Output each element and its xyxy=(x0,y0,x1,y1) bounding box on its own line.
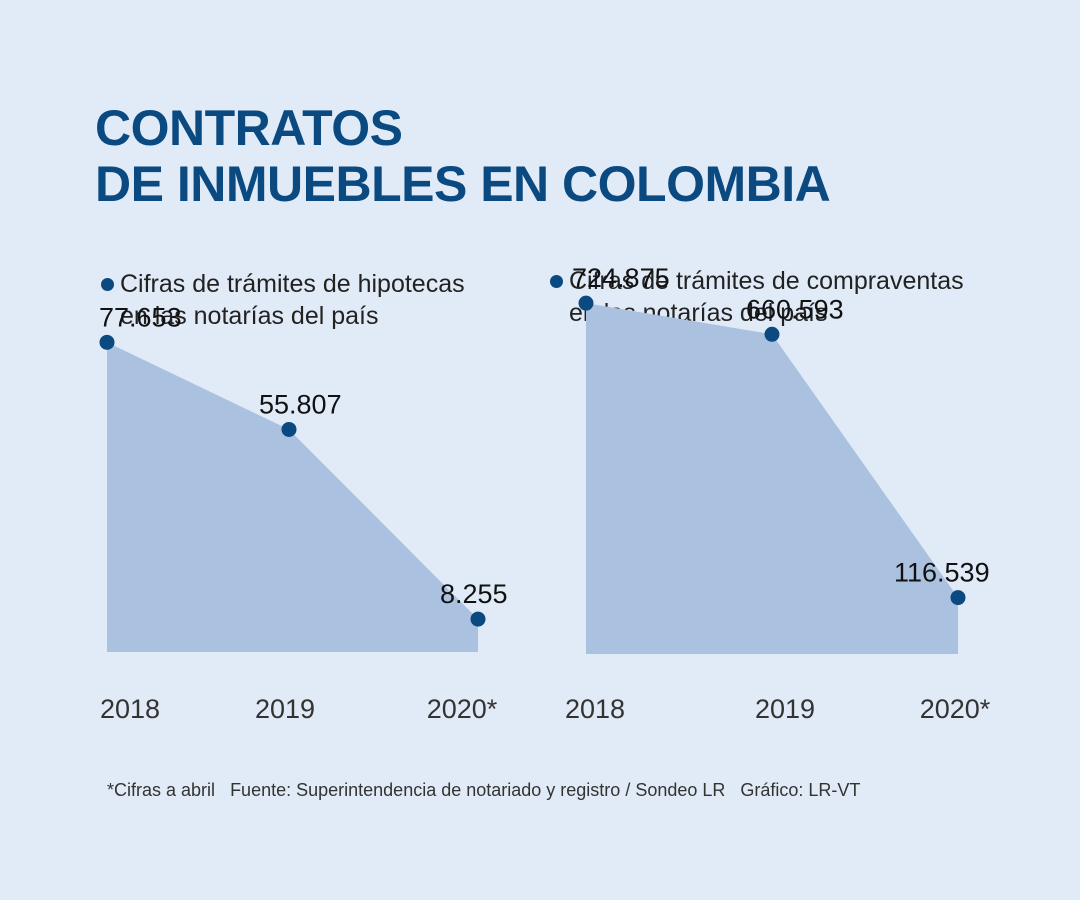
chart1-subtitle-line-1: Cifras de trámites de hipotecas xyxy=(120,270,465,298)
chart1-point-2020* xyxy=(470,611,486,627)
chart2-x-tick: 2018 xyxy=(565,694,625,724)
chart1-value-label: 8.255 xyxy=(440,579,508,609)
chart2-area xyxy=(586,303,958,654)
chart2-x-tick: 2020* xyxy=(920,694,991,724)
chart1-subtitle-line-2: en las notarías del país xyxy=(120,302,379,330)
title-line-2: DE INMUEBLES EN COLOMBIA xyxy=(95,156,831,212)
chart2-value-label: 116.539 xyxy=(894,558,990,588)
chart1-area xyxy=(107,342,478,652)
chart1-point-2018 xyxy=(99,334,115,350)
footer-credit: Gráfico: LR-VT xyxy=(740,780,861,800)
chart2-point-2020* xyxy=(950,590,966,606)
chart2-value-label: 660.593 xyxy=(746,294,844,324)
chart1-point-2019 xyxy=(281,421,297,437)
chart2-subtitle-line-1: Cifras de trámites de compraventas xyxy=(569,267,964,295)
chart2-point-2019 xyxy=(764,326,780,342)
chart1-x-tick: 2019 xyxy=(255,694,315,724)
chart1-x-tick: 2020* xyxy=(427,694,498,724)
bullet-icon xyxy=(550,275,563,288)
footer: *Cifras a abril Fuente: Superintendencia… xyxy=(107,780,870,801)
chart2-x-tick: 2019 xyxy=(755,694,815,724)
chart1-subtitle: Cifras de trámites de hipotecas en las n… xyxy=(101,268,465,332)
bullet-icon xyxy=(101,278,114,291)
chart1-x-tick: 2018 xyxy=(100,694,160,724)
chart2-point-2018 xyxy=(578,295,594,311)
footer-source: Fuente: Superintendencia de notariado y … xyxy=(230,780,726,800)
title-line-1: CONTRATOS xyxy=(95,100,403,156)
footer-note: *Cifras a abril xyxy=(107,780,216,800)
chart2-value-label: 724.875 xyxy=(572,263,670,293)
chart1-value-label: 55.807 xyxy=(259,389,342,419)
chart-title: CONTRATOS DE INMUEBLES EN COLOMBIA xyxy=(95,100,831,212)
chart1-value-label: 77.653 xyxy=(99,302,182,332)
